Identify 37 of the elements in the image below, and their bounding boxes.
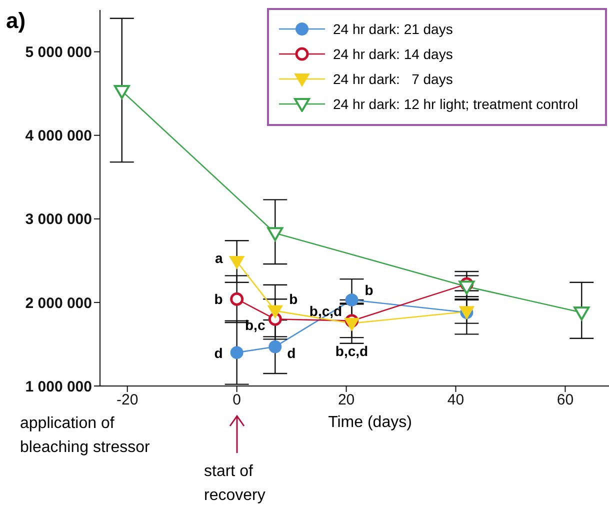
legend-label: 24 hr dark: 14 days [333, 46, 453, 62]
point [267, 227, 284, 242]
annotation: b [213, 290, 223, 308]
annotation: b [289, 291, 298, 308]
point [458, 280, 475, 295]
y-tick-label: 2 000 000 [25, 294, 92, 312]
y-tick-label: 1 000 000 [25, 378, 92, 396]
annotation: b [364, 280, 374, 299]
legend-label: 24 hr dark: 7 days [333, 70, 453, 86]
x-tick-label: 40 [447, 392, 464, 409]
x-axis-title: Time (days) [327, 414, 413, 432]
point [230, 346, 244, 360]
annotation: d [213, 344, 223, 362]
point [268, 340, 282, 354]
point [345, 293, 358, 306]
x-tick-label: 20 [338, 392, 355, 409]
annotation: b,c [244, 316, 266, 334]
text: start of recovery [204, 462, 266, 506]
x-tick-label: 60 [556, 392, 574, 409]
point [574, 306, 590, 320]
annotation: a [214, 248, 223, 266]
point [344, 318, 360, 331]
x-tick-label: 0 [232, 392, 241, 409]
y-tick-label: 3 000 000 [25, 211, 92, 228]
point [229, 256, 244, 269]
y-tick-label: 5 000 000 [25, 44, 92, 62]
chart-title: a) [6, 8, 26, 34]
legend-label: 24 hr dark: 21 days [333, 20, 453, 36]
y-tick-label: 4 000 000 [25, 128, 92, 145]
annotation: d [287, 344, 296, 361]
point [268, 305, 283, 318]
x-tick-label: -20 [116, 392, 138, 409]
legend-label: 24 hr dark: 12 hr light; treatment control [333, 96, 578, 112]
text: application of bleaching stressor [20, 414, 151, 458]
annotation: b,c,d [334, 342, 370, 360]
point [230, 292, 244, 306]
point [114, 85, 130, 100]
